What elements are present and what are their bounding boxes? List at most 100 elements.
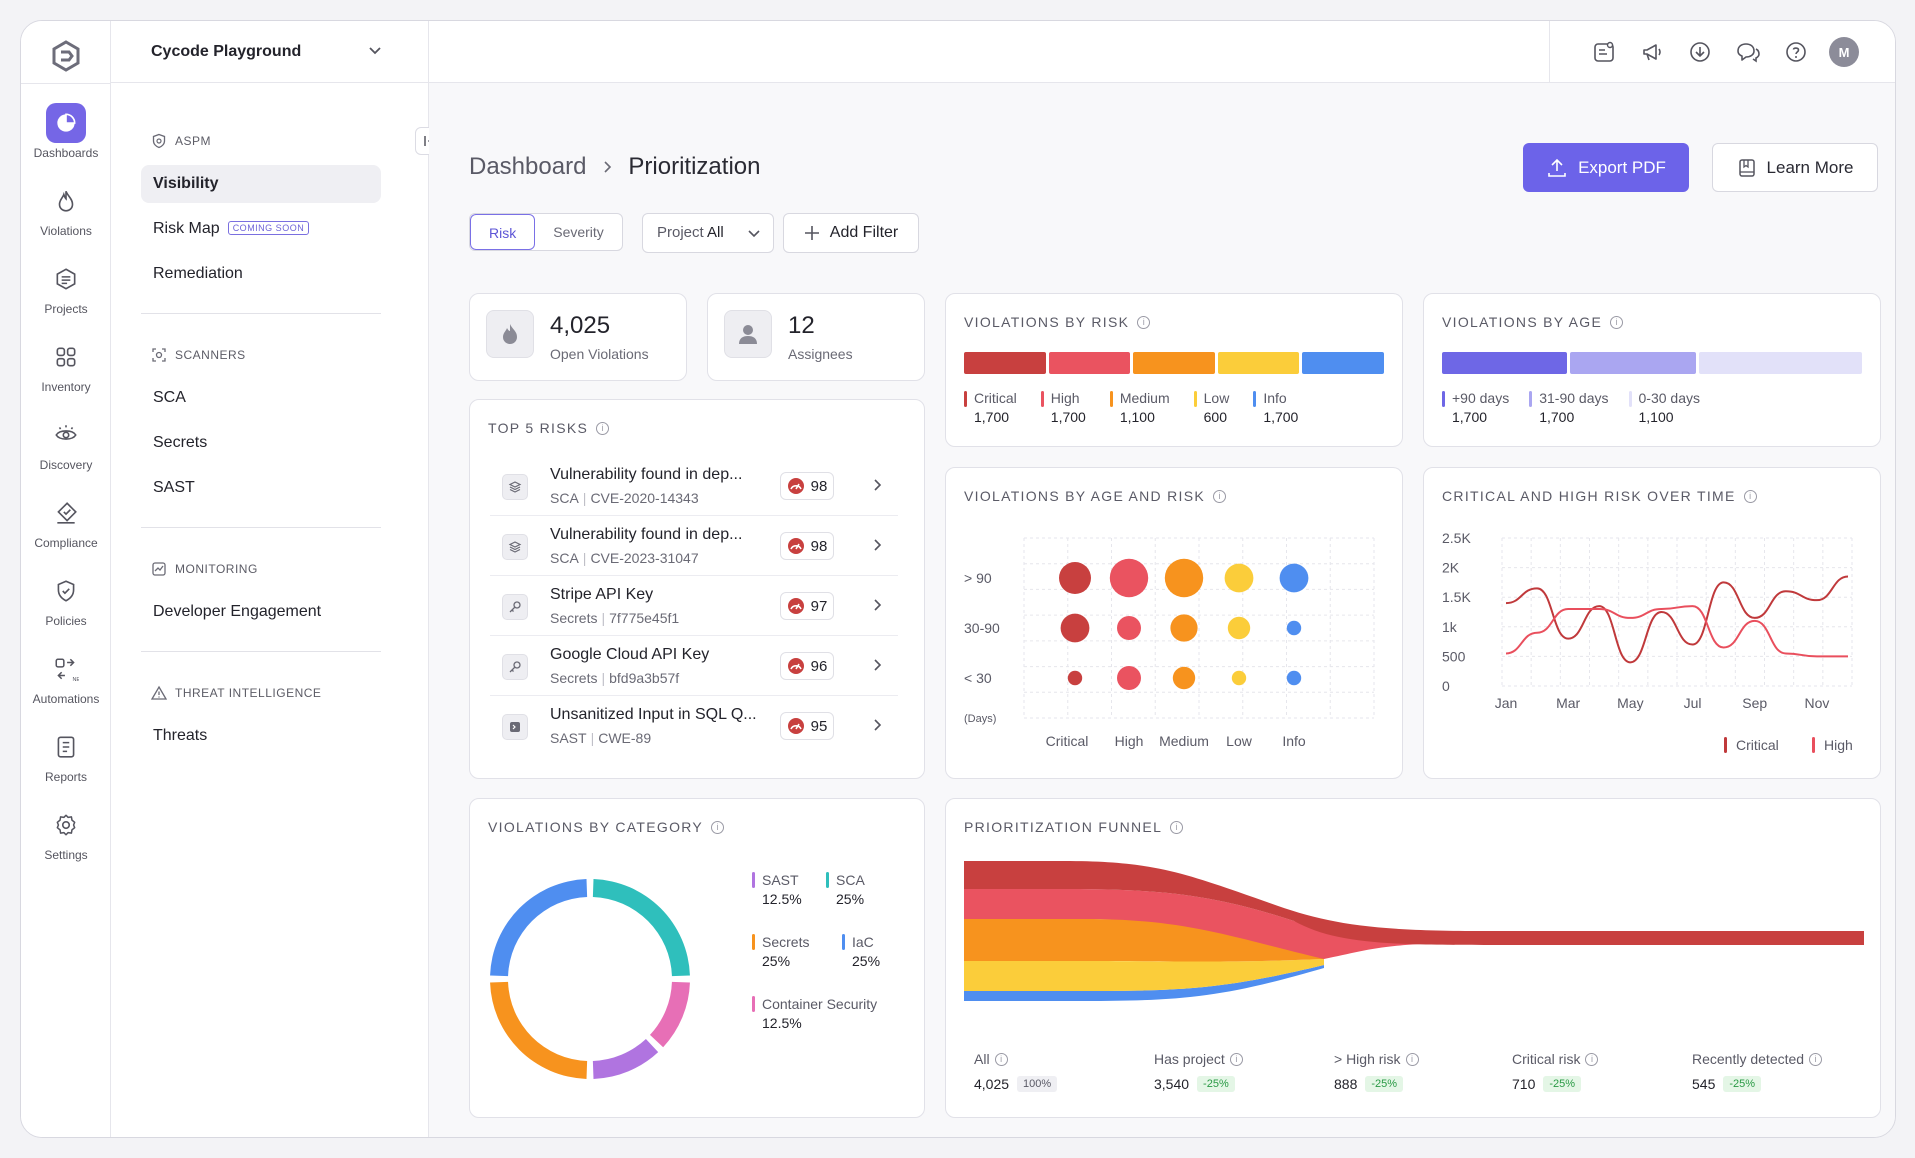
info-icon[interactable]: i	[1170, 820, 1184, 834]
risk-score-badge: 98	[780, 532, 834, 560]
rail-item-violations[interactable]: Violations	[21, 181, 111, 251]
rail-item-dashboards[interactable]: Dashboards	[21, 103, 111, 173]
risk-title: Vulnerability found in dep...	[550, 466, 743, 483]
help-icon[interactable]	[1779, 35, 1813, 69]
bubble-high	[1117, 666, 1141, 690]
risk-row[interactable]: Unsanitized Input in SQL Q... SAST | CWE-89…	[490, 698, 898, 756]
chevron-right-icon[interactable]	[872, 658, 884, 672]
tab-risk[interactable]: Risk	[470, 214, 536, 250]
open-violations-card[interactable]: 4,025 Open Violations	[469, 293, 687, 381]
category-legend-item: Container Security 12.5%	[752, 995, 877, 1033]
project-selector-label: Cycode Playground	[151, 43, 302, 60]
nav-divider	[141, 527, 381, 528]
nav-item-visibility[interactable]: Visibility	[141, 165, 381, 203]
violations-by-risk-title-text: VIOLATIONS BY RISK	[964, 314, 1130, 330]
legend-item: Medium 1,100	[1109, 390, 1170, 427]
nav-item-sast[interactable]: SAST	[141, 469, 381, 507]
notes-icon[interactable]	[1587, 35, 1621, 69]
rail-item-automations[interactable]: NEW Automations	[21, 649, 111, 719]
info-icon[interactable]: i	[711, 820, 725, 834]
legend-value: 1,700	[1539, 409, 1575, 425]
nav-item-risk-map[interactable]: Risk Map COMING SOON	[141, 210, 381, 248]
risk-row[interactable]: Google Cloud API Key Secrets | bfd9a3b57f 96	[490, 638, 898, 696]
x-tick-high: High	[1115, 733, 1144, 749]
info-icon[interactable]: i	[1585, 1052, 1599, 1066]
threat-title: THREAT INTELLIGENCE	[175, 686, 322, 700]
assignees-stat-icon	[724, 310, 772, 358]
nav-item-remediation[interactable]: Remediation	[141, 255, 381, 293]
risk-legend: Critical 1,700 High 1,700 Medium 1,100 Low 600 I…	[964, 390, 1298, 427]
rail-item-policies[interactable]: Policies	[21, 571, 111, 641]
rail-item-compliance[interactable]: Compliance	[21, 493, 111, 563]
chevron-right-icon[interactable]	[872, 598, 884, 612]
legend-label: 0-30 days	[1638, 390, 1700, 406]
rail-item-settings[interactable]: Settings	[21, 805, 111, 875]
risk-subtitle: SAST | CWE-89	[550, 730, 651, 746]
nav-item-secrets[interactable]: Secrets	[141, 424, 381, 462]
rail-item-reports[interactable]: Reports	[21, 727, 111, 797]
nav-item-sca[interactable]: SCA	[141, 379, 381, 417]
info-icon[interactable]: i	[1137, 315, 1151, 329]
info-icon[interactable]: i	[1405, 1052, 1419, 1066]
risk-row[interactable]: Vulnerability found in dep... SCA | CVE-202…	[490, 518, 898, 576]
info-icon[interactable]: i	[596, 421, 610, 435]
monitoring-title: MONITORING	[175, 562, 258, 576]
project-selector[interactable]: Cycode Playground	[111, 21, 429, 83]
y-tick-label: 1.5K	[1442, 589, 1471, 605]
chevron-right-icon[interactable]	[872, 718, 884, 732]
export-pdf-button[interactable]: Export PDF	[1523, 143, 1689, 192]
info-icon[interactable]: i	[1213, 489, 1227, 503]
legend-value: 1,700	[1263, 409, 1299, 425]
download-icon[interactable]	[1683, 35, 1717, 69]
nav-item-developer-engagement[interactable]: Developer Engagement	[141, 593, 381, 631]
rail-item-inventory[interactable]: Inventory	[21, 337, 111, 407]
legend-label: +90 days	[1452, 390, 1510, 406]
legend-item: 0-30 days 1,100	[1628, 390, 1700, 427]
rail-item-discovery[interactable]: Discovery	[21, 415, 111, 485]
breadcrumb-root[interactable]: Dashboard	[469, 153, 587, 180]
info-icon[interactable]: i	[1229, 1052, 1243, 1066]
info-icon[interactable]: i	[1743, 489, 1757, 503]
info-icon[interactable]: i	[1809, 1052, 1823, 1066]
x-tick-label: Sep	[1742, 695, 1767, 711]
nav-item-threats[interactable]: Threats	[141, 717, 381, 755]
category-legend-item: IaC 25%	[842, 933, 880, 971]
funnel-delta-pill: -25%	[1543, 1076, 1582, 1092]
age-risk-card: VIOLATIONS BY AGE AND RISK i > 90 30-90 < 3…	[945, 467, 1403, 779]
add-filter-label: Add Filter	[829, 224, 899, 241]
nav-item-label: SCA	[153, 389, 186, 406]
rail-item-label: Compliance	[34, 536, 98, 550]
bubble-low	[1231, 670, 1247, 686]
add-filter-button[interactable]: Add Filter	[783, 213, 919, 253]
legend-item: 31-90 days 1,700	[1529, 390, 1609, 427]
chevron-right-icon[interactable]	[872, 478, 884, 492]
info-icon[interactable]: i	[994, 1052, 1008, 1066]
violations-by-age-title-text: VIOLATIONS BY AGE	[1442, 314, 1603, 330]
info-icon[interactable]: i	[1610, 315, 1624, 329]
legend-value: 12.5%	[762, 1015, 802, 1031]
funnel-count: 3,540	[1154, 1076, 1190, 1092]
risk-title: Stripe API Key	[550, 586, 654, 603]
user-avatar[interactable]: M	[1827, 35, 1861, 69]
chat-icon[interactable]	[1731, 35, 1765, 69]
top-risks-list: Vulnerability found in dep... SCA | CVE-202…	[470, 458, 926, 758]
bubble-medium	[1164, 558, 1204, 598]
rail-item-projects[interactable]: Projects	[21, 259, 111, 329]
risk-over-time-line-chart: 0 500 1k 1.5K 2K 2.5K Jan Mar May Jul Sep Nov Critic…	[1442, 530, 1853, 753]
risk-row[interactable]: Vulnerability found in dep... SCA | CVE-202…	[490, 458, 898, 516]
learn-more-button[interactable]: Learn More	[1712, 143, 1878, 192]
megaphone-icon[interactable]	[1635, 35, 1669, 69]
rail-item-label: Dashboards	[33, 146, 99, 160]
nav-item-label: Threats	[153, 727, 208, 744]
breadcrumb: Dashboard Prioritization	[469, 153, 760, 181]
funnel-band-critical	[964, 861, 1864, 945]
assignees-card[interactable]: 12 Assignees	[707, 293, 925, 381]
project-filter-dropdown[interactable]: Project All	[642, 213, 774, 253]
legend-label: SCA	[836, 872, 865, 888]
risk-row[interactable]: Stripe API Key Secrets | 7f775e45f1 97	[490, 578, 898, 636]
legend-swatch	[752, 872, 755, 888]
y-tick-label: 2K	[1442, 560, 1460, 576]
tab-severity[interactable]: Severity	[553, 224, 604, 240]
key-icon	[509, 661, 521, 673]
chevron-right-icon[interactable]	[872, 538, 884, 552]
